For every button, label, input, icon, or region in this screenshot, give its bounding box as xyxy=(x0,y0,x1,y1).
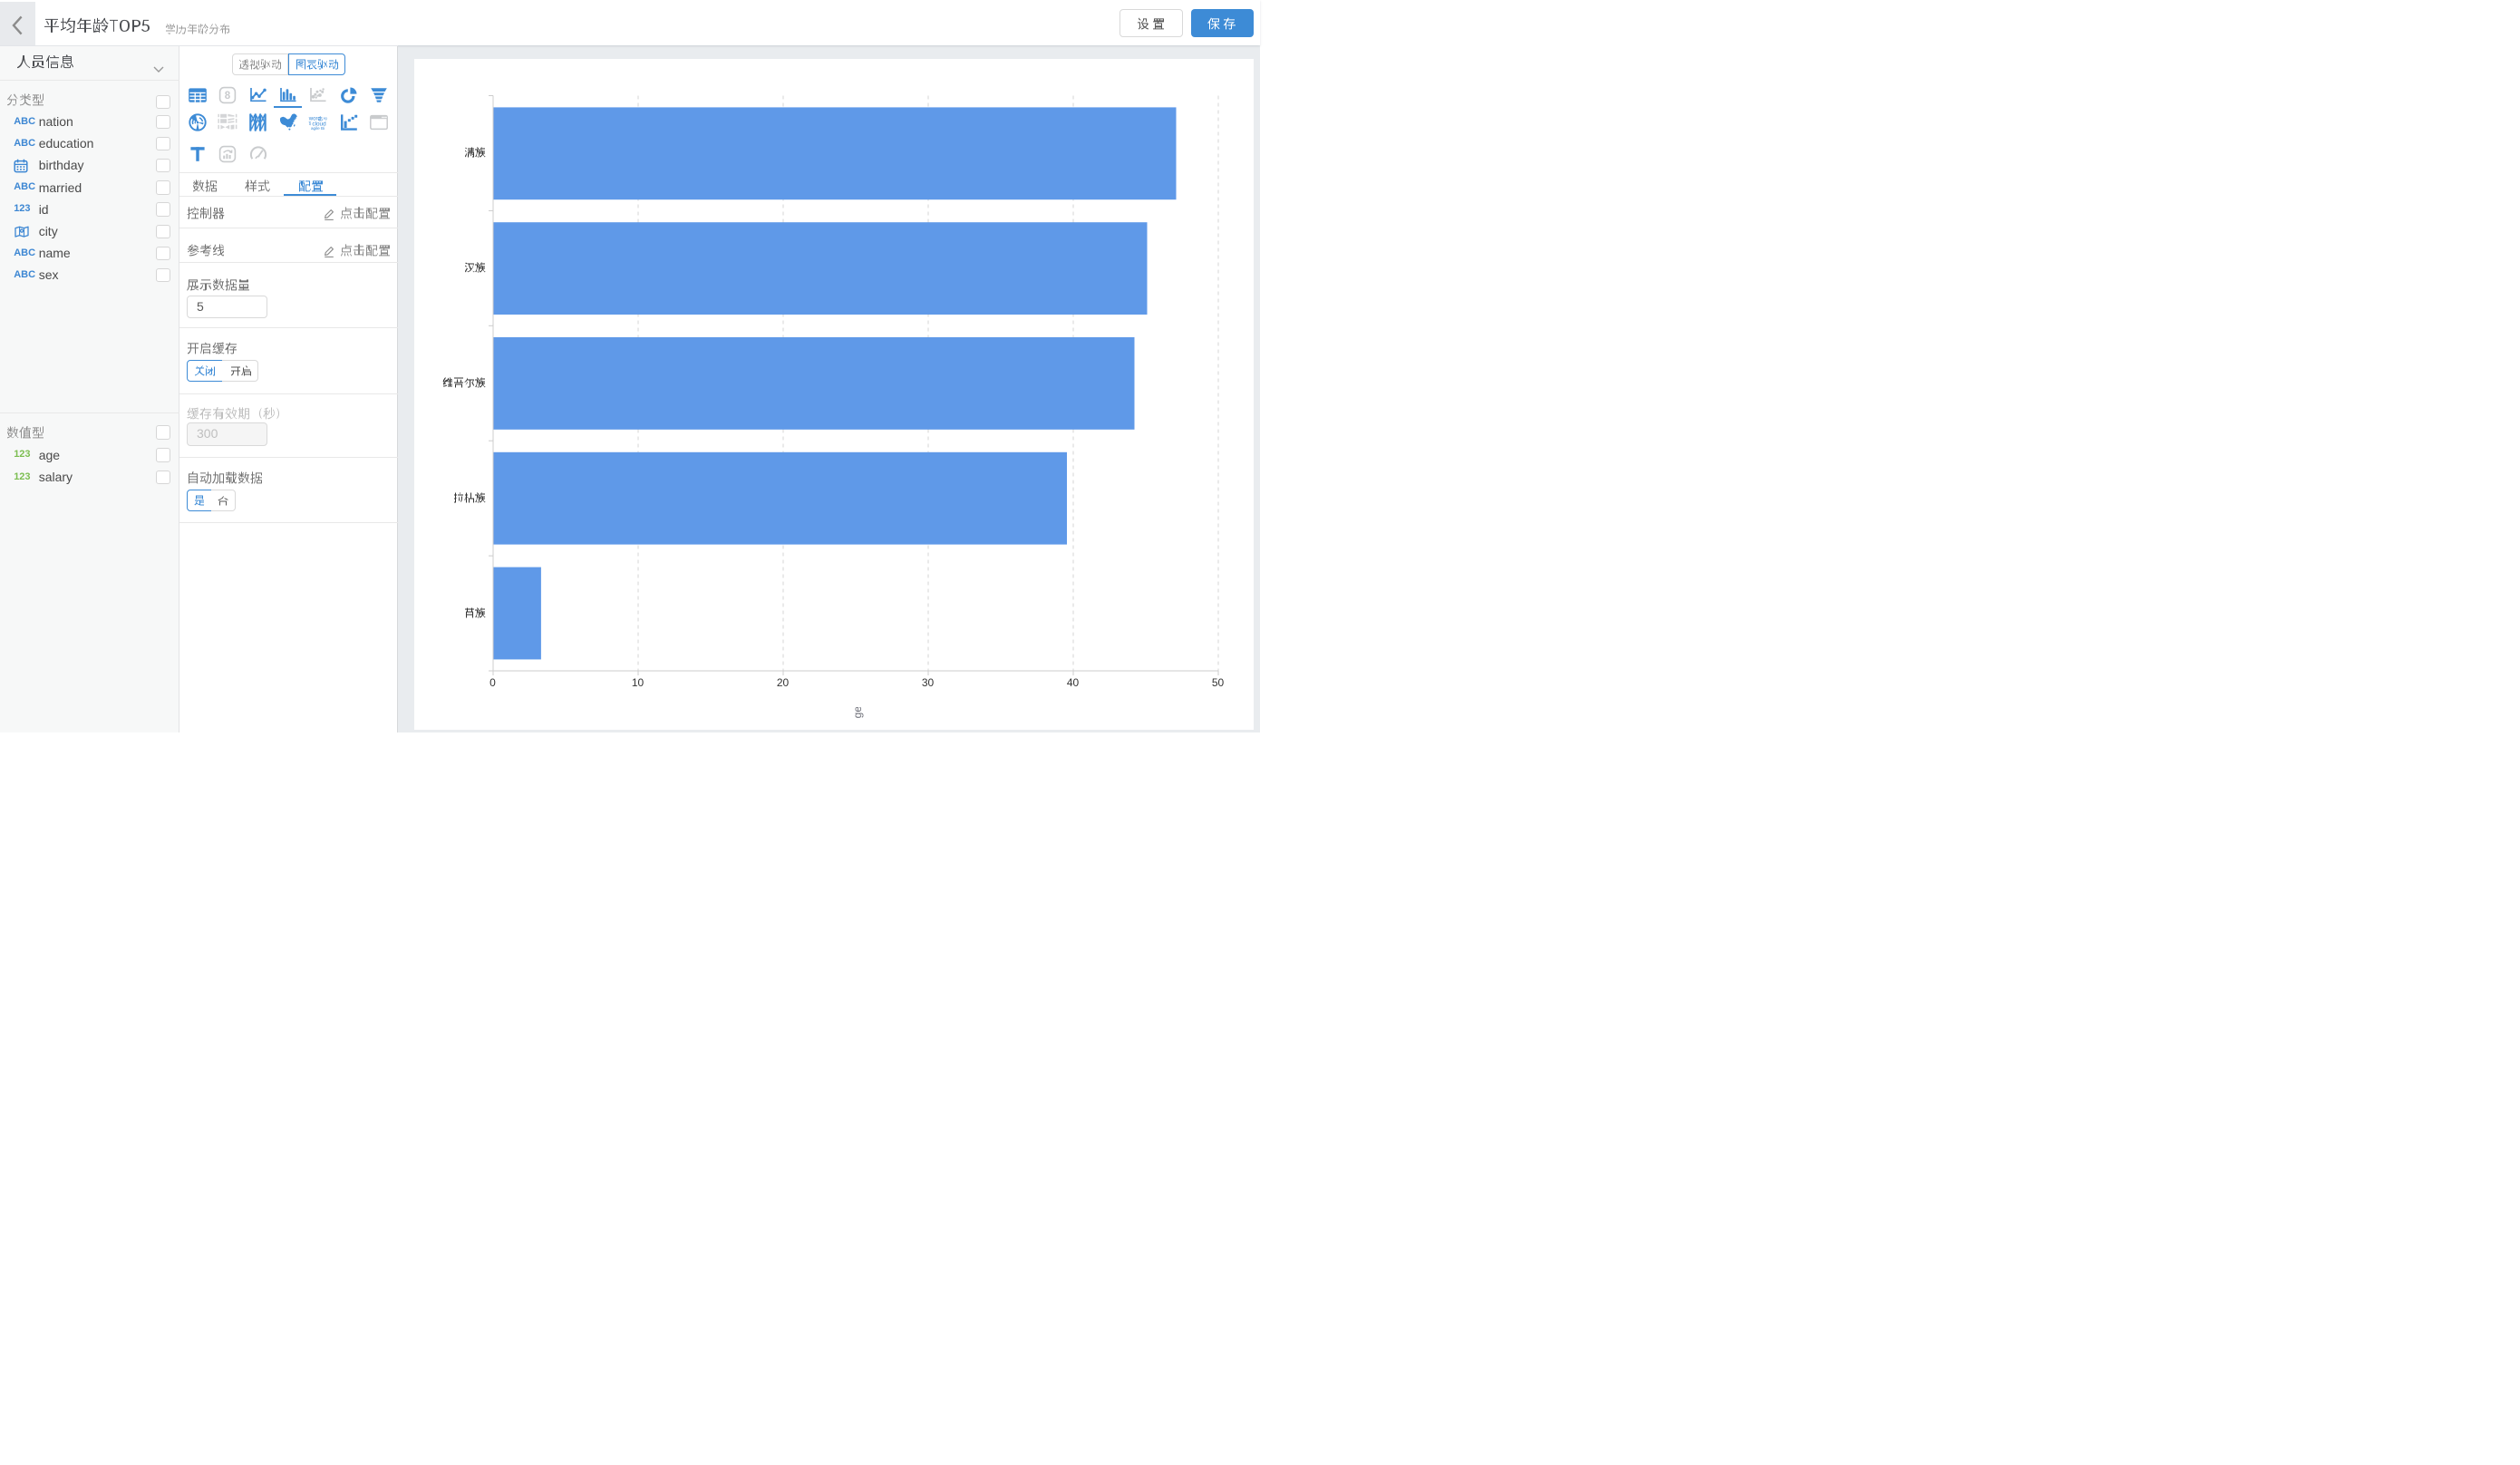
svg-text:ag: ag xyxy=(324,116,327,120)
svg-text:BI: BI xyxy=(319,117,325,121)
svg-text:cloud: cloud xyxy=(313,121,327,128)
svg-text:agile Bi: agile Bi xyxy=(311,126,325,131)
svg-text:art: art xyxy=(308,121,312,125)
svg-text:word: word xyxy=(308,117,321,122)
svg-text:8: 8 xyxy=(225,91,231,102)
